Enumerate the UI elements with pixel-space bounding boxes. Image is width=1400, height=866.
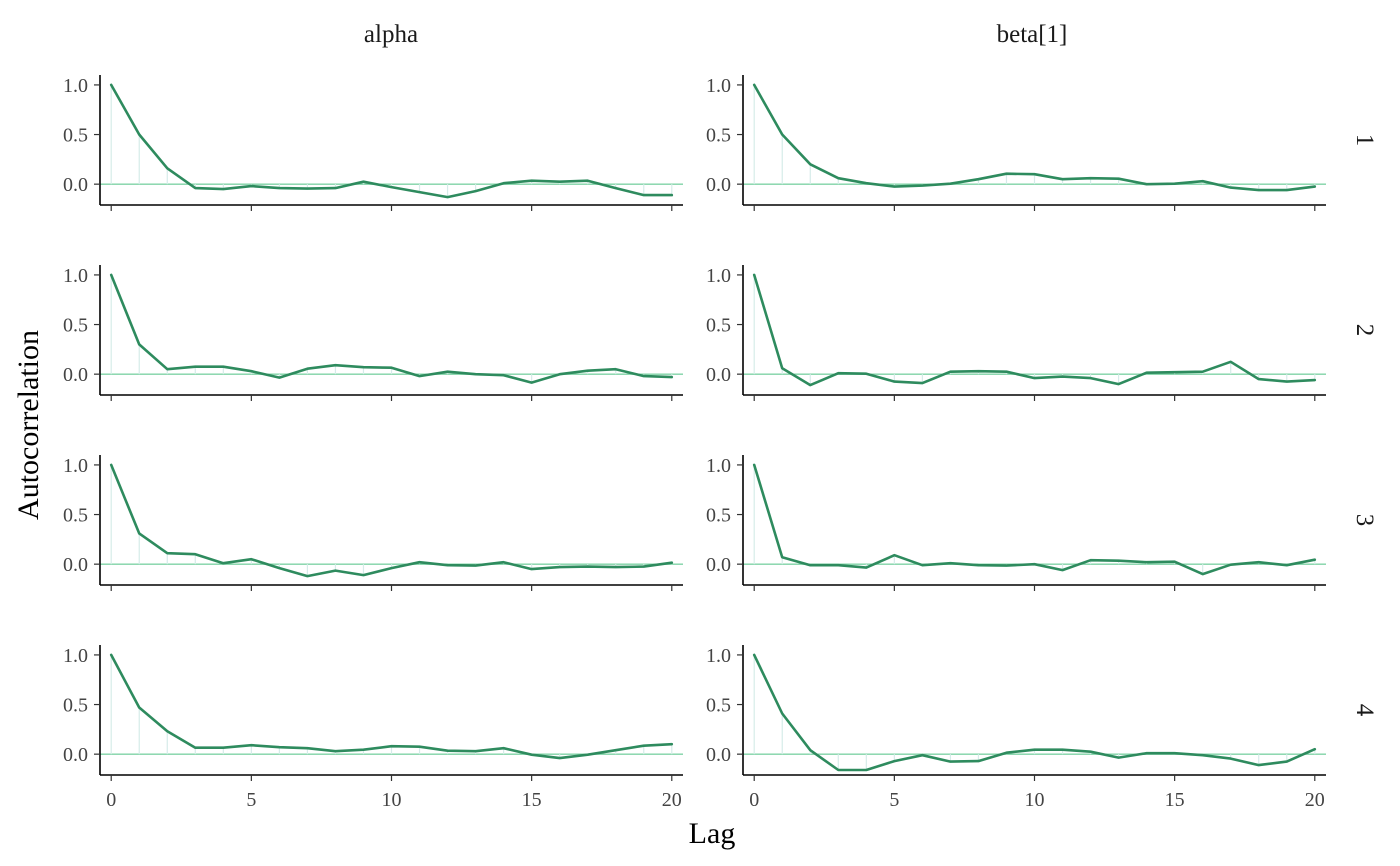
y-tick-label: 0.5 — [63, 125, 88, 147]
facet-row-label: 1 — [1351, 134, 1378, 147]
acf-series-line — [752, 273, 1317, 387]
panel-alpha-chain-3: 0.0 0.5 1.0 — [63, 455, 683, 591]
panel-alpha-chain-2: 0.0 0.5 1.0 — [63, 265, 683, 401]
facet-row-label: 4 — [1351, 704, 1378, 717]
panel-beta1-chain-3: 0.0 0.5 1.0 — [706, 455, 1326, 591]
y-tick-label: 1.0 — [63, 455, 88, 477]
facet-column-label: beta[1] — [997, 21, 1068, 48]
x-tick-label: 20 — [662, 789, 682, 811]
y-tick-label: 0.0 — [706, 554, 731, 576]
acf-series-line — [752, 463, 1317, 576]
panel-beta1-chain-2: 0.0 0.5 1.0 — [706, 265, 1326, 401]
x-tick-label: 0 — [106, 789, 116, 811]
y-tick-label: 0.0 — [706, 364, 731, 386]
y-tick-label: 1.0 — [63, 75, 88, 97]
y-tick-label: 1.0 — [706, 645, 731, 667]
y-tick-label: 0.0 — [706, 174, 731, 196]
y-tick-label: 0.5 — [63, 315, 88, 337]
panel-beta1-chain-1: 0.0 0.5 1.0 — [706, 75, 1326, 211]
y-tick-label: 0.0 — [63, 554, 88, 576]
y-tick-label: 0.5 — [63, 505, 88, 527]
x-tick-label: 20 — [1305, 789, 1325, 811]
x-axis-title: Lag — [689, 817, 736, 850]
y-axis-title: Autocorrelation — [12, 330, 45, 520]
panel-beta1-chain-4: 0.0 0.5 1.0 0 5 10 15 20 — [706, 645, 1326, 811]
y-tick-label: 0.0 — [706, 744, 731, 766]
y-tick-label: 1.0 — [706, 455, 731, 477]
facet-column-label: alpha — [364, 21, 418, 48]
facet-row-label: 3 — [1351, 514, 1378, 527]
y-tick-label: 0.0 — [63, 364, 88, 386]
panel-alpha-chain-4: 0.0 0.5 1.0 0 5 10 15 20 — [63, 645, 683, 811]
y-tick-label: 0.5 — [706, 125, 731, 147]
acf-series-line — [109, 273, 674, 384]
y-tick-label: 1.0 — [706, 265, 731, 287]
acf-series-line — [752, 653, 1317, 772]
acf-series-line — [109, 83, 674, 199]
y-tick-label: 1.0 — [63, 265, 88, 287]
x-tick-label: 15 — [1165, 789, 1185, 811]
y-tick-label: 1.0 — [63, 645, 88, 667]
facet-row-label: 2 — [1351, 324, 1378, 337]
y-tick-label: 0.5 — [706, 315, 731, 337]
facet-panels: alpha beta[1] 1 2 3 4 0.0 0.5 1.0 0.0 0.5 1.0 0.0 0.5… — [63, 21, 1378, 811]
y-tick-label: 1.0 — [706, 75, 731, 97]
y-tick-label: 0.5 — [63, 695, 88, 717]
x-tick-label: 15 — [522, 789, 542, 811]
acf-series-line — [109, 653, 674, 760]
y-tick-label: 0.5 — [706, 505, 731, 527]
y-tick-label: 0.0 — [63, 744, 88, 766]
x-tick-label: 5 — [246, 789, 256, 811]
x-tick-label: 5 — [889, 789, 899, 811]
acf-series-line — [752, 83, 1317, 192]
panel-alpha-chain-1: 0.0 0.5 1.0 — [63, 75, 683, 211]
x-tick-label: 10 — [1025, 789, 1045, 811]
acf-series-line — [109, 463, 674, 578]
x-tick-label: 10 — [382, 789, 402, 811]
y-tick-label: 0.0 — [63, 174, 88, 196]
x-tick-label: 0 — [749, 789, 759, 811]
y-tick-label: 0.5 — [706, 695, 731, 717]
